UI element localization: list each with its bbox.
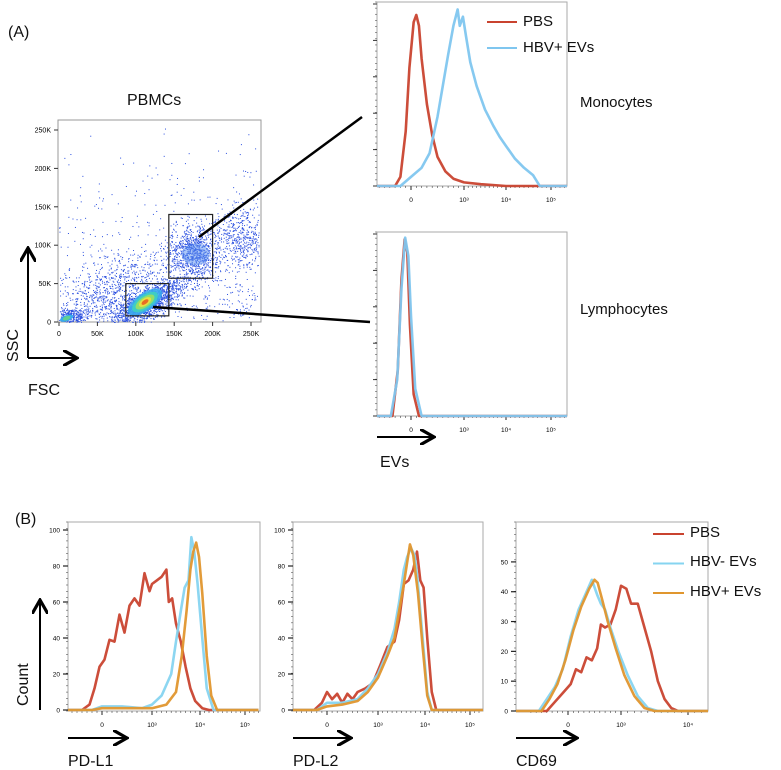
x-tick-label: 100K: [128, 331, 145, 338]
y-tick-label: 150K: [35, 204, 52, 211]
x-tick-label: 10⁵: [465, 722, 475, 729]
y-tick-label: 250K: [35, 128, 52, 135]
x-tick-label: 10⁴: [195, 722, 205, 729]
series-line-hbv-evs: [293, 543, 483, 712]
scatter-title: PBMCs: [127, 92, 182, 109]
x-tick-label: 10³: [147, 722, 157, 729]
x-tick-label: 0: [566, 722, 570, 729]
y-tick-label: 0: [56, 708, 60, 715]
y-tick-label: 10: [501, 679, 509, 686]
fsc-axis-label: FSC: [28, 382, 60, 399]
x-tick-label: 0: [409, 197, 413, 204]
x-tick-label: 10³: [459, 197, 469, 204]
x-tick-label: 10³: [373, 722, 383, 729]
panel-label-a: (A): [8, 24, 30, 41]
y-tick-label: 20: [53, 672, 61, 679]
y-tick-label: 100: [49, 528, 60, 535]
count-axis-label: Count: [15, 663, 32, 706]
x-tick-label: 0: [409, 427, 413, 434]
y-tick-label: 60: [53, 600, 61, 607]
x-tick-label: 50K: [91, 331, 104, 338]
y-tick-label: 80: [53, 564, 61, 571]
series-line-hbv-evs: [68, 541, 259, 712]
x-tick-label: 10³: [616, 722, 626, 729]
cd69-histogram: 0 10 20 30 40 50 0 10³ 10⁴: [501, 521, 709, 729]
y-tick-label: 80: [278, 564, 286, 571]
pdl1-axis-label: PD-L1: [68, 753, 114, 770]
density-cores: [60, 243, 210, 322]
gate-monocytes[interactable]: [168, 213, 214, 279]
y-tick-label: 100K: [35, 243, 52, 250]
cd69-axis-label: CD69: [516, 753, 557, 770]
panel-label-b: (B): [15, 511, 37, 528]
plot-frame: [376, 231, 568, 417]
legend-pbs-label: PBS: [523, 13, 554, 30]
x-tick-label: 0: [57, 331, 61, 338]
y-tick-label: 50K: [39, 281, 52, 288]
x-tick-label: 10⁴: [683, 722, 693, 729]
series-line-hbv-evs: [377, 8, 567, 188]
evs-axis-label: EVs: [380, 454, 410, 471]
y-tick-label: 200K: [35, 166, 52, 173]
scatter-frame: [57, 119, 262, 323]
series-line-pbs: [293, 550, 483, 712]
x-tick-label: 10⁵: [546, 427, 556, 434]
series-line-hbv-evs: [68, 535, 259, 712]
y-tick-label: 100: [274, 528, 285, 535]
x-tick-label: 200K: [204, 331, 221, 338]
plot-frame: [67, 521, 261, 712]
y-tick-label: 20: [501, 649, 509, 656]
y-tick-label: 40: [53, 636, 61, 643]
x-tick-label: 10⁵: [240, 722, 250, 729]
y-tick-label: 50: [501, 559, 509, 566]
series-line-pbs: [68, 568, 259, 712]
x-tick-label: 10⁴: [420, 722, 430, 729]
x-tick-label: 150K: [166, 331, 183, 338]
y-tick-label: 30: [501, 619, 509, 626]
ssc-axis-label: SSC: [5, 329, 22, 362]
plot-frame: [292, 521, 484, 712]
scatter-plot: 0 50K 100K 150K 200K 250K 0 50K 100K 150K 200K 250K: [35, 119, 262, 338]
gate-lymphocytes[interactable]: [125, 283, 170, 317]
lymphocytes-histogram: 0 10³ 10⁴ 10⁵: [373, 231, 568, 434]
y-tick-label: 40: [501, 589, 509, 596]
y-tick-label: 0: [47, 320, 51, 327]
legend-b-pbs: PBS: [690, 524, 721, 541]
series-line-pbs: [377, 13, 567, 188]
x-tick-label: 10⁵: [546, 197, 556, 204]
pdl1-histogram: 0 20 40 60 80 100 0 10³ 10⁴ 10⁵: [49, 521, 261, 729]
pdl2-axis-label: PD-L2: [293, 753, 339, 770]
x-tick-label: 0: [325, 722, 329, 729]
x-tick-label: 10⁴: [501, 197, 511, 204]
x-tick-label: 0: [100, 722, 104, 729]
y-tick-label: 40: [278, 636, 286, 643]
series-line-hbv-evs: [377, 236, 567, 418]
x-tick-label: 10³: [459, 427, 469, 434]
x-tick-label: 10⁴: [501, 427, 511, 434]
monocytes-histogram: 0 10³ 10⁴ 10⁵: [373, 1, 568, 204]
y-tick-label: 0: [281, 708, 285, 715]
lymphocyte-gate-pointer: [152, 305, 371, 324]
pdl2-histogram: 0 20 40 60 80 100 0 10³ 10⁴ 10⁵: [274, 521, 484, 729]
lymphocytes-label: Lymphocytes: [580, 301, 668, 318]
series-line-hbv-evs: [516, 578, 708, 713]
x-tick-label: 250K: [243, 331, 260, 338]
monocyte-gate-pointer: [198, 115, 363, 239]
y-tick-label: 20: [278, 672, 286, 679]
y-tick-label: 0: [504, 709, 508, 716]
legend-b-hbv-neg: HBV- EVs: [690, 553, 757, 570]
y-tick-label: 60: [278, 600, 286, 607]
legend-b-hbv-pos: HBV+ EVs: [690, 583, 762, 600]
legend-hbv-pos-label: HBV+ EVs: [523, 39, 595, 56]
monocytes-label: Monocytes: [580, 94, 653, 111]
